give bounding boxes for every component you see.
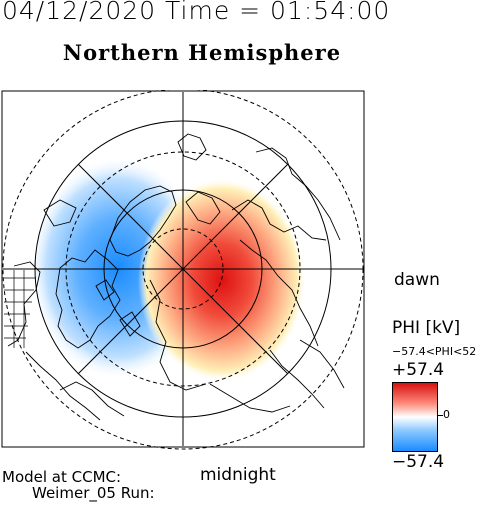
model-credit-line1: Model at CCMC: [2, 468, 122, 486]
state-boundaries [4, 270, 36, 348]
polar-potential-map [1, 90, 365, 450]
colorbar [392, 382, 438, 452]
midnight-label: midnight [200, 465, 276, 485]
dawn-label: dawn [394, 270, 440, 290]
meridian-line [69, 155, 297, 383]
colorbar-zero-tick [437, 415, 443, 416]
colorbar-range: −57.4<PHI<52 [392, 345, 477, 358]
colorbar-zero-label: 0 [443, 408, 450, 421]
colorbar-title: PHI [kV] [392, 318, 461, 338]
hemisphere-title: Northern Hemisphere [62, 40, 342, 65]
date-time-header: 04/12/2020 Time = 01:54:00 [2, 0, 391, 25]
colorbar-max-label: +57.4 [392, 360, 445, 380]
colorbar-min-label: −57.4 [392, 452, 445, 472]
coastlines [7, 133, 345, 421]
model-credit-line2: Weimer_05 Run: [32, 484, 155, 502]
